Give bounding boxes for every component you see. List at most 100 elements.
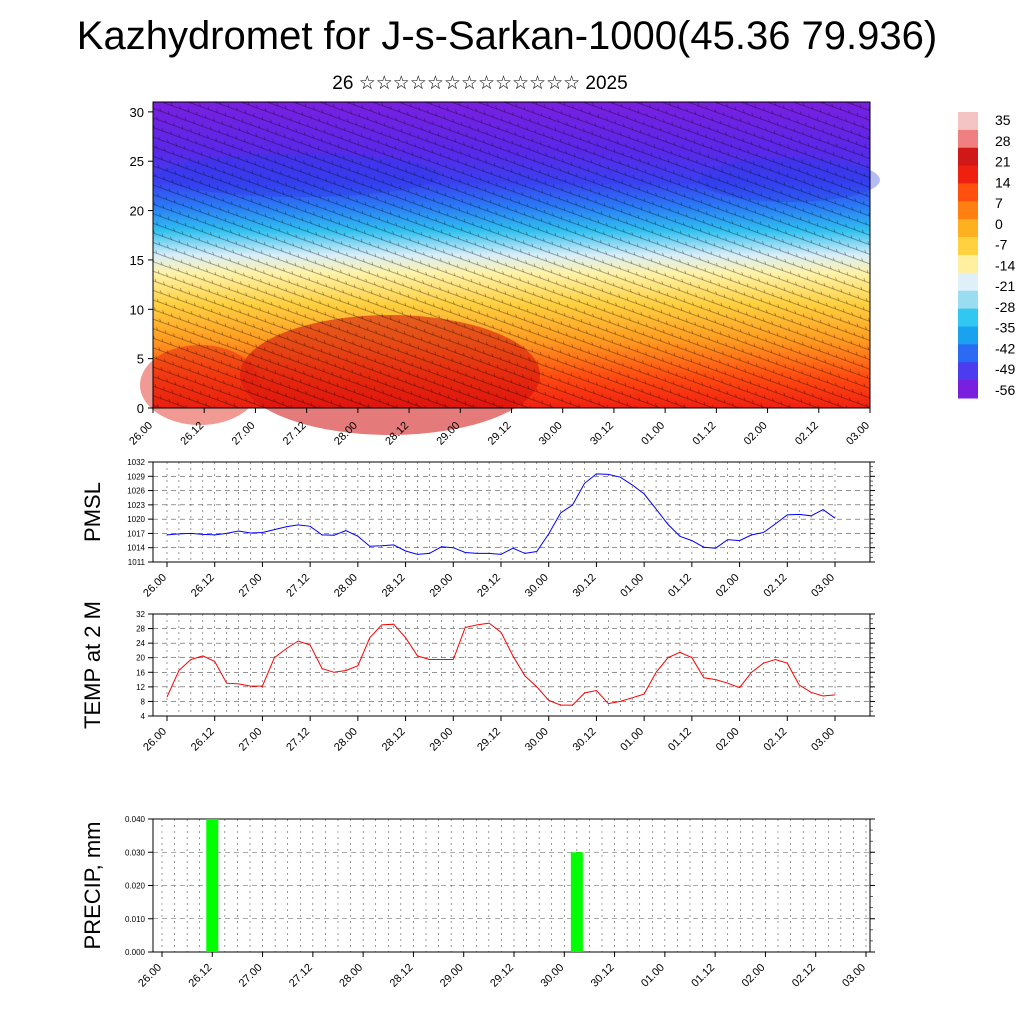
x-tick-label: 01.12 xyxy=(691,420,719,448)
x-tick-label: 02.12 xyxy=(790,962,818,990)
x-tick-label: 28.00 xyxy=(332,572,360,600)
wind-barbs xyxy=(153,102,870,408)
x-tick-label: 03.00 xyxy=(844,420,872,448)
x-tick-label: 27.00 xyxy=(237,572,265,600)
y-tick-label: 1032 xyxy=(127,458,145,467)
colorbar-swatch xyxy=(958,380,978,399)
colorbar-swatch xyxy=(958,237,978,256)
x-tick-label: 30.12 xyxy=(571,572,599,600)
y-tick-label: 8 xyxy=(141,697,146,706)
colorbar-swatch xyxy=(958,129,978,149)
colorbar-swatch xyxy=(958,219,978,238)
precip-bar xyxy=(206,819,219,952)
x-tick-label: 03.00 xyxy=(809,726,837,754)
y-tick-label: 0.010 xyxy=(125,915,146,924)
colorbar-swatch xyxy=(958,290,978,310)
y-tick-label: 1023 xyxy=(127,501,145,510)
y-tick-label: 32 xyxy=(136,610,145,619)
x-tick-label: 27.00 xyxy=(237,962,265,990)
x-tick-label: 03.00 xyxy=(809,572,837,600)
colorbar-swatch xyxy=(958,326,978,345)
colorbar-label: -42 xyxy=(995,340,1015,356)
x-tick-label: 01.12 xyxy=(666,572,694,600)
y-tick-label: 0.030 xyxy=(125,848,146,857)
colorbar-label: 28 xyxy=(995,133,1011,149)
colorbar-label: -49 xyxy=(995,361,1015,377)
y-axis-title: PMSL xyxy=(80,482,105,542)
x-tick-label: 02.12 xyxy=(761,726,789,754)
x-tick-label: 01.00 xyxy=(639,962,667,990)
x-tick-label: 30.12 xyxy=(571,726,599,754)
x-tick-label: 30.12 xyxy=(589,962,617,990)
panel-frame xyxy=(152,818,871,953)
x-tick-label: 29.00 xyxy=(427,572,455,600)
x-tick-label: 26.00 xyxy=(127,420,155,448)
x-tick-label: 28.00 xyxy=(332,726,360,754)
x-tick-label: 01.00 xyxy=(639,420,667,448)
y-tick-label: 28 xyxy=(136,625,145,634)
x-tick-label: 28.00 xyxy=(337,962,365,990)
x-tick-label: 30.00 xyxy=(523,572,551,600)
colorbar-label: -21 xyxy=(995,278,1015,294)
y-tick-label: 25 xyxy=(130,154,144,169)
y-tick-label: 20 xyxy=(130,204,144,219)
x-tick-label: 27.00 xyxy=(230,420,258,448)
colorbar-swatch xyxy=(958,362,978,381)
x-tick-label: 29.12 xyxy=(475,572,503,600)
precip-bar xyxy=(570,852,583,952)
y-tick-label: 0 xyxy=(137,401,144,416)
colorbar-swatch xyxy=(958,344,978,363)
pmsl-panel: 1011 1014 1017 1020 1023 1026 1029 1032 26.00 26.… xyxy=(80,458,875,600)
y-tick-label: 24 xyxy=(136,639,145,648)
panel-frame xyxy=(152,461,871,563)
precip-panel: 0.000 0.010 0.020 0.030 0.040 26.00 26.12 27.00… xyxy=(80,815,875,990)
colorbar-label: -28 xyxy=(995,299,1015,315)
x-tick-label: 02.12 xyxy=(761,572,789,600)
x-tick-label: 02.00 xyxy=(714,572,742,600)
x-tick-label: 27.12 xyxy=(284,572,312,600)
y-tick-label: 30 xyxy=(130,105,144,120)
colorbar-label: -14 xyxy=(995,257,1015,273)
series-line xyxy=(166,622,836,706)
series-line xyxy=(166,473,836,555)
y-tick-label: 16 xyxy=(136,668,145,677)
x-tick-label: 29.12 xyxy=(475,726,503,754)
x-tick-label: 26.12 xyxy=(189,726,217,754)
y-axis-title: TEMP at 2 M xyxy=(80,601,105,729)
y-tick-label: 1014 xyxy=(127,544,145,553)
y-tick-label: 20 xyxy=(136,654,145,663)
x-tick-label: 28.12 xyxy=(380,572,408,600)
y-axis-title: PRECIP, mm xyxy=(80,822,105,950)
colorbar-label: 21 xyxy=(995,154,1011,170)
y-tick-label: 0.020 xyxy=(125,882,146,891)
y-tick-label: 0.000 xyxy=(125,948,146,957)
x-tick-label: 29.00 xyxy=(427,726,455,754)
temp-panel: 4 8 12 16 20 24 28 32 26.00 26.12 27.00 27.12 28.00 2… xyxy=(80,601,875,754)
y-tick-label: 0.040 xyxy=(125,815,146,824)
x-tick-label: 01.00 xyxy=(618,572,646,600)
y-tick-label: 10 xyxy=(130,302,144,317)
colorbar-label: 7 xyxy=(995,195,1003,211)
x-tick-label: 30.00 xyxy=(538,962,566,990)
colorbar-swatch xyxy=(958,165,978,184)
x-tick-label: 26.12 xyxy=(189,572,217,600)
x-tick-label: 30.00 xyxy=(523,726,551,754)
page-subtitle: 26 ☆☆☆☆☆☆☆☆☆☆☆☆☆ 2025 xyxy=(332,73,628,94)
x-tick-label: 02.00 xyxy=(740,962,768,990)
y-tick-label: 1020 xyxy=(127,515,145,524)
colorbar-label: 14 xyxy=(995,174,1011,190)
y-tick-label: 1017 xyxy=(127,529,145,538)
colorbar-swatch xyxy=(958,147,978,167)
x-tick-label: 01.12 xyxy=(666,726,694,754)
y-tick-label: 1011 xyxy=(128,558,146,567)
x-tick-label: 26.00 xyxy=(141,572,169,600)
panel-frame xyxy=(152,613,871,717)
x-tick-label: 30.00 xyxy=(537,420,565,448)
x-tick-label: 29.12 xyxy=(488,962,516,990)
y-tick-label: 5 xyxy=(137,352,144,367)
colorbar-swatch xyxy=(958,183,978,202)
y-tick-label: 12 xyxy=(136,683,145,692)
y-tick-label: 15 xyxy=(130,253,144,268)
